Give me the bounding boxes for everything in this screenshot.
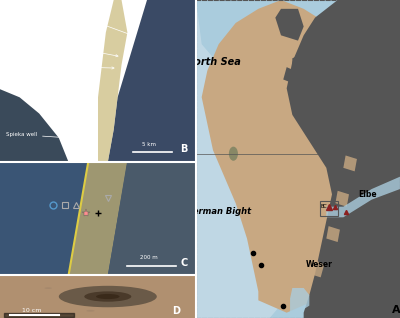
Text: North Sea: North Sea bbox=[186, 57, 240, 67]
Polygon shape bbox=[0, 89, 69, 162]
Polygon shape bbox=[335, 191, 349, 207]
Polygon shape bbox=[69, 162, 127, 275]
Text: A: A bbox=[392, 305, 400, 315]
Polygon shape bbox=[0, 162, 166, 275]
Polygon shape bbox=[108, 162, 196, 275]
Polygon shape bbox=[326, 177, 400, 217]
Text: 200 m: 200 m bbox=[140, 255, 158, 260]
Polygon shape bbox=[275, 9, 304, 41]
Text: Lake: Lake bbox=[55, 64, 114, 69]
Text: Spieka well: Spieka well bbox=[6, 132, 65, 139]
Circle shape bbox=[84, 291, 131, 302]
Circle shape bbox=[96, 294, 120, 299]
Text: C: C bbox=[181, 258, 188, 268]
Polygon shape bbox=[202, 0, 400, 313]
Polygon shape bbox=[287, 0, 400, 318]
Polygon shape bbox=[309, 260, 324, 277]
Circle shape bbox=[229, 147, 238, 161]
Polygon shape bbox=[283, 67, 294, 83]
Text: C: C bbox=[323, 204, 327, 210]
Circle shape bbox=[86, 310, 94, 312]
Text: 10 cm: 10 cm bbox=[22, 308, 41, 313]
Polygon shape bbox=[196, 0, 309, 318]
Circle shape bbox=[44, 287, 52, 289]
Polygon shape bbox=[315, 83, 338, 106]
Polygon shape bbox=[290, 288, 309, 313]
Text: Sahlenburg: Sahlenburg bbox=[55, 45, 118, 57]
Polygon shape bbox=[108, 0, 196, 162]
Text: German Bight: German Bight bbox=[186, 208, 251, 217]
Text: Elbe: Elbe bbox=[358, 190, 377, 199]
Polygon shape bbox=[326, 226, 340, 242]
Text: B: B bbox=[321, 204, 324, 210]
Bar bbox=[320, 201, 338, 216]
Polygon shape bbox=[98, 0, 127, 162]
Polygon shape bbox=[292, 53, 315, 76]
Text: D: D bbox=[172, 306, 180, 316]
Text: 5 km: 5 km bbox=[142, 142, 156, 147]
Text: Weser: Weser bbox=[306, 260, 333, 269]
Text: Sahlenburg well: Sahlenburg well bbox=[63, 16, 130, 35]
Circle shape bbox=[59, 286, 157, 307]
Polygon shape bbox=[0, 275, 196, 318]
Polygon shape bbox=[343, 156, 357, 171]
Text: B: B bbox=[180, 144, 188, 155]
Polygon shape bbox=[340, 93, 355, 111]
